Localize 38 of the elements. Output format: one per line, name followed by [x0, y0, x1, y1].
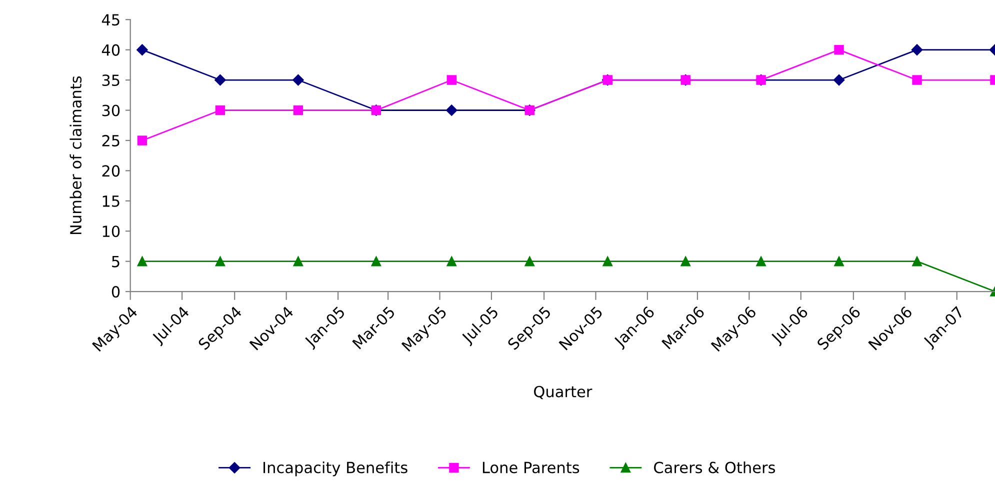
- point: [446, 75, 456, 85]
- point: [292, 74, 304, 86]
- y-tick-label: 40: [102, 44, 120, 56]
- point: [137, 256, 148, 266]
- y-tick-label: 25: [102, 134, 120, 146]
- point: [215, 105, 226, 116]
- point: [371, 256, 382, 266]
- x-axis-title: Quarter: [534, 386, 592, 400]
- point: [446, 256, 456, 266]
- point: [214, 74, 226, 86]
- point: [912, 75, 922, 85]
- y-tick-label: 20: [102, 165, 120, 177]
- point: [911, 44, 923, 56]
- point: [293, 105, 304, 116]
- legend-label: Incapacity Benefits: [264, 461, 408, 476]
- point: [137, 136, 148, 146]
- point: [215, 256, 226, 266]
- y-tick-label: 10: [102, 226, 120, 238]
- point: [136, 44, 148, 56]
- point: [524, 256, 534, 266]
- point: [446, 104, 458, 116]
- y-tick-label: 5: [112, 256, 120, 268]
- legend-label: Carers & Others: [654, 461, 775, 474]
- y-tick-label: 30: [102, 104, 120, 116]
- y-tick-label: 35: [102, 74, 120, 86]
- point: [602, 256, 612, 266]
- point: [756, 256, 766, 266]
- point: [912, 256, 922, 266]
- y-tick-label: 15: [102, 196, 120, 207]
- y-tick-label: 0: [112, 286, 120, 298]
- point: [834, 256, 844, 266]
- point: [293, 256, 304, 266]
- point: [833, 74, 845, 86]
- y-axis-title: Number of claimants: [70, 76, 82, 234]
- point: [834, 44, 844, 55]
- point: [680, 256, 690, 266]
- y-tick-label: 45: [102, 14, 120, 26]
- legend-label: Lone Parents: [482, 462, 580, 474]
